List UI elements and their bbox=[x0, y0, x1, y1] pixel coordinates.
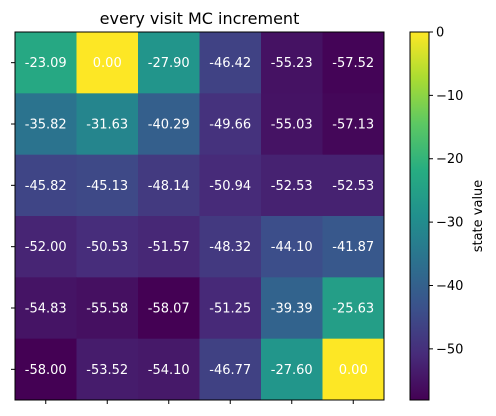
heatmap-cell-label: -57.13 bbox=[332, 118, 374, 133]
colorbar-frame bbox=[409, 31, 430, 401]
heatmap-cell bbox=[261, 154, 323, 217]
heatmap-cell-label: -48.14 bbox=[148, 179, 190, 194]
x-axis-ticks bbox=[45, 400, 354, 404]
heatmap-cell bbox=[15, 338, 77, 401]
heatmap-cell bbox=[15, 216, 77, 278]
heatmap-cell bbox=[199, 154, 262, 217]
heatmap-cell-label: -49.66 bbox=[209, 118, 251, 133]
heatmap-cell-label: -54.10 bbox=[148, 363, 190, 378]
heatmap-cell-label: -53.52 bbox=[86, 363, 128, 378]
heatmap-cell-label: 0.00 bbox=[93, 56, 122, 71]
chart-title: every visit MC increment bbox=[100, 9, 300, 28]
heatmap-cell-label: -48.32 bbox=[209, 240, 251, 255]
heatmap-cell bbox=[138, 216, 200, 278]
heatmap-cell bbox=[199, 277, 262, 340]
heatmap-cell bbox=[322, 154, 385, 217]
colorbar-tick-label: −30 bbox=[436, 216, 463, 231]
heatmap-cell bbox=[261, 32, 323, 94]
colorbar-tick-label: −40 bbox=[436, 279, 463, 294]
heatmap-cell bbox=[261, 93, 323, 156]
heatmap-cell bbox=[138, 93, 200, 156]
heatmap-cell-label: -45.82 bbox=[25, 179, 67, 194]
heatmap-cells bbox=[15, 32, 385, 401]
heatmap-cell-label: -40.29 bbox=[148, 118, 190, 133]
heatmap-cell-label: 0.00 bbox=[339, 363, 368, 378]
colorbar bbox=[410, 32, 429, 400]
heatmap-cell bbox=[322, 216, 385, 278]
plot-frame bbox=[14, 31, 385, 401]
heatmap-cell-label: -51.25 bbox=[209, 302, 251, 317]
heatmap-cell bbox=[138, 154, 200, 217]
heatmap-cell bbox=[261, 338, 323, 401]
heatmap-cell-label: -23.09 bbox=[25, 56, 67, 71]
heatmap-cell bbox=[199, 32, 262, 94]
heatmap-cell-label: -45.13 bbox=[86, 179, 128, 194]
heatmap-cell-label: -31.63 bbox=[86, 118, 128, 133]
colorbar-label: state value bbox=[471, 180, 486, 253]
heatmap-cell-label: -46.77 bbox=[209, 363, 251, 378]
heatmap-cell-label: -27.60 bbox=[271, 363, 313, 378]
heatmap-cell bbox=[322, 32, 385, 94]
heatmap-cell-label: -39.39 bbox=[271, 302, 313, 317]
heatmap-cell-label: -25.63 bbox=[332, 302, 374, 317]
heatmap-cell bbox=[199, 338, 262, 401]
heatmap-cell-label: -27.90 bbox=[148, 56, 190, 71]
heatmap-cell bbox=[138, 277, 200, 340]
heatmap-cell-label: -52.53 bbox=[332, 179, 374, 194]
heatmap-cell bbox=[261, 216, 323, 278]
heatmap-cell bbox=[76, 277, 139, 340]
heatmap-cell bbox=[76, 216, 139, 278]
colorbar-tick-label: −20 bbox=[436, 152, 463, 167]
heatmap-cell-label: -35.82 bbox=[25, 118, 67, 133]
heatmap-cell-label: -55.23 bbox=[271, 56, 313, 71]
heatmap-cell bbox=[76, 32, 139, 94]
y-axis-ticks bbox=[11, 62, 15, 370]
heatmap-cell bbox=[15, 93, 77, 156]
heatmap-cell bbox=[76, 338, 139, 401]
colorbar-tick-label: 0 bbox=[436, 26, 444, 41]
heatmap-cell bbox=[76, 93, 139, 156]
heatmap-cell-label: -50.53 bbox=[86, 240, 128, 255]
heatmap-cell bbox=[15, 32, 77, 94]
heatmap-cell-label: -46.42 bbox=[209, 56, 251, 71]
heatmap-cell-label: -44.10 bbox=[271, 240, 313, 255]
heatmap-cell bbox=[76, 154, 139, 217]
heatmap-cell bbox=[138, 32, 200, 94]
heatmap-cell bbox=[322, 338, 385, 401]
heatmap-cell-label: -55.03 bbox=[271, 118, 313, 133]
heatmap-cell-labels: -23.09 0.00 -27.90 -46.42 -55.23 -57.52 -35.82… bbox=[25, 56, 374, 378]
heatmap-cell-label: -57.52 bbox=[332, 56, 374, 71]
colorbar-ticks: 0 −10 −20 −30 −40 −50 bbox=[429, 26, 463, 357]
heatmap-cell bbox=[261, 277, 323, 340]
heatmap-cell bbox=[322, 93, 385, 156]
heatmap-cell bbox=[15, 277, 77, 340]
heatmap-cell bbox=[138, 338, 200, 401]
heatmap-cell-label: -52.00 bbox=[25, 240, 67, 255]
heatmap-cell-label: -58.07 bbox=[148, 302, 190, 317]
heatmap-cell-label: -41.87 bbox=[332, 240, 374, 255]
heatmap-cell bbox=[322, 277, 385, 340]
heatmap-cell-label: -51.57 bbox=[148, 240, 190, 255]
heatmap-cell-label: -54.83 bbox=[25, 302, 67, 317]
heatmap-cell bbox=[199, 216, 262, 278]
colorbar-tick-label: −50 bbox=[436, 342, 463, 357]
heatmap-cell-label: -55.58 bbox=[86, 302, 128, 317]
heatmap-cell-label: -58.00 bbox=[25, 363, 67, 378]
colorbar-tick-label: −10 bbox=[436, 89, 463, 104]
heatmap-cell-label: -50.94 bbox=[209, 179, 251, 194]
heatmap-cell-label: -52.53 bbox=[271, 179, 313, 194]
heatmap-cell bbox=[199, 93, 262, 156]
heatmap-cell bbox=[15, 154, 77, 217]
